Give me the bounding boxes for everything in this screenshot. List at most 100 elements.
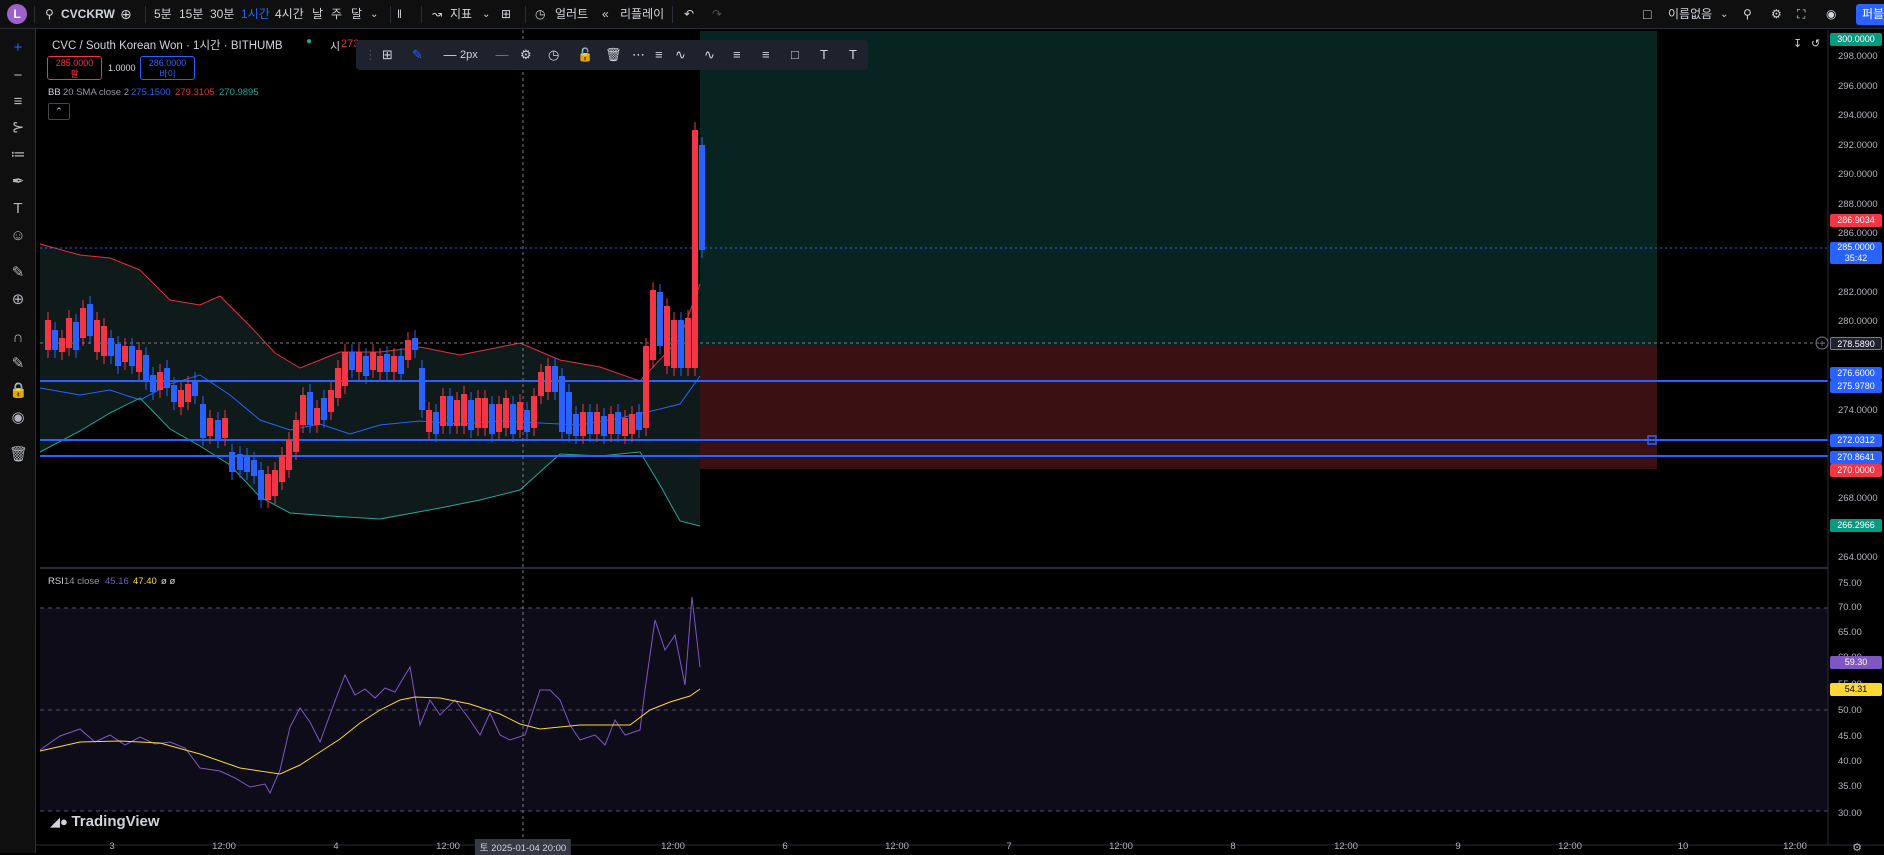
candle[interactable]: [433, 412, 439, 434]
candle[interactable]: [272, 470, 278, 496]
interval-1h[interactable]: 1시간: [241, 7, 270, 21]
fib-tool-icon[interactable]: ≡: [655, 47, 663, 62]
candle[interactable]: [356, 352, 362, 372]
candle[interactable]: [664, 306, 670, 366]
fullscreen-icon[interactable]: ⛶: [1797, 7, 1806, 21]
candle[interactable]: [447, 396, 453, 426]
candle[interactable]: [671, 320, 677, 368]
candle[interactable]: [622, 418, 628, 436]
candle[interactable]: [384, 354, 390, 372]
settings-icon[interactable]: ⚙: [1771, 7, 1782, 21]
interval-month[interactable]: 달: [351, 7, 363, 21]
interval-30m[interactable]: 30분: [210, 7, 235, 21]
rsi-name[interactable]: RSI: [48, 576, 64, 587]
candle[interactable]: [594, 412, 600, 434]
candle[interactable]: [150, 375, 156, 392]
candle[interactable]: [136, 350, 142, 372]
replay-button[interactable]: 리플레이: [620, 7, 665, 21]
delete-icon[interactable]: 🗑: [605, 47, 622, 62]
compare-add-icon[interactable]: ⊕: [120, 6, 132, 22]
target-price-badge[interactable]: 300.0000: [1830, 33, 1882, 46]
candle[interactable]: [207, 418, 213, 436]
candle[interactable]: [475, 398, 481, 428]
candle[interactable]: [115, 344, 121, 366]
candle[interactable]: [615, 412, 621, 434]
candle[interactable]: [80, 308, 86, 338]
lock-icon[interactable]: 🔒: [9, 382, 28, 399]
candle[interactable]: [251, 460, 257, 476]
candle[interactable]: [587, 412, 593, 434]
candle[interactable]: [143, 355, 149, 382]
candle[interactable]: [108, 338, 114, 356]
redo-icon[interactable]: ↷: [712, 7, 723, 21]
snapshot-icon[interactable]: ◉: [1826, 7, 1837, 21]
candle[interactable]: [454, 400, 460, 426]
candle[interactable]: [685, 318, 691, 368]
line-style-icon[interactable]: —: [495, 47, 509, 62]
chevron-down-icon[interactable]: ⌄: [482, 9, 491, 20]
candle[interactable]: [482, 398, 488, 428]
candle[interactable]: [185, 384, 191, 402]
candle[interactable]: [636, 412, 642, 430]
buy-button[interactable]: 286.0000 바이: [140, 56, 195, 80]
auto-scale-icon[interactable]: ↺: [1811, 38, 1821, 50]
candle[interactable]: [370, 352, 376, 370]
candle[interactable]: [398, 356, 404, 374]
candle[interactable]: [566, 392, 572, 434]
more-options-icon[interactable]: ⋯: [632, 47, 645, 62]
rectangle-icon[interactable]: □: [791, 47, 799, 62]
unlock-icon[interactable]: 🔓: [577, 47, 594, 62]
candle[interactable]: [164, 368, 170, 388]
candle[interactable]: [171, 385, 177, 402]
candle[interactable]: [229, 452, 235, 472]
candle[interactable]: [363, 356, 369, 376]
candle[interactable]: [314, 408, 320, 425]
stop-price-badge[interactable]: 270.0000: [1830, 464, 1882, 477]
add-alert-icon[interactable]: [1815, 336, 1829, 350]
fib-retracement-icon[interactable]: ≡: [13, 93, 23, 110]
candle[interactable]: [286, 440, 292, 470]
alert-icon[interactable]: ◷: [535, 7, 546, 21]
candle[interactable]: [643, 346, 649, 428]
candle[interactable]: [52, 330, 58, 350]
candle[interactable]: [531, 396, 537, 428]
drag-handle-icon[interactable]: ⋮: [364, 47, 377, 62]
candle[interactable]: [517, 402, 523, 430]
templates-grid-icon[interactable]: ⊞: [382, 47, 393, 62]
candle[interactable]: [419, 368, 425, 410]
candle[interactable]: [510, 404, 516, 434]
chevron-down-icon[interactable]: ⌄: [1720, 9, 1729, 20]
path-tool-icon[interactable]: ∿: [704, 47, 715, 62]
candle[interactable]: [657, 292, 663, 346]
candle[interactable]: [258, 470, 264, 500]
candle[interactable]: [461, 394, 467, 426]
line2-price-badge[interactable]: 272.0312: [1830, 434, 1882, 447]
candle[interactable]: [608, 414, 614, 434]
candle-type-icon[interactable]: ‖: [397, 7, 402, 21]
pattern-tool-icon[interactable]: ∿: [675, 47, 686, 62]
regression-icon[interactable]: ≡: [762, 47, 770, 62]
line-width-icon[interactable]: —: [443, 47, 457, 62]
candle[interactable]: [692, 130, 698, 368]
lock-drawing-icon[interactable]: ✎: [11, 355, 25, 372]
candle[interactable]: [293, 420, 299, 452]
publish-button[interactable]: 퍼블: [1856, 4, 1884, 25]
interval-day[interactable]: 날: [312, 7, 324, 21]
candle[interactable]: [178, 390, 184, 407]
candle[interactable]: [559, 376, 565, 432]
candle[interactable]: [440, 396, 446, 426]
candle[interactable]: [300, 395, 306, 425]
candle[interactable]: [426, 410, 432, 432]
visibility-eye-icon[interactable]: ◉: [11, 409, 25, 426]
candle[interactable]: [59, 338, 65, 352]
text-style-icon[interactable]: T: [849, 47, 857, 62]
candle[interactable]: [192, 380, 198, 396]
candle[interactable]: [279, 455, 285, 482]
collapse-legend-button[interactable]: ⌃: [48, 103, 70, 120]
candle[interactable]: [405, 340, 411, 360]
settings-icon[interactable]: ⚙: [520, 47, 532, 62]
indicators-icon[interactable]: ↝: [432, 7, 443, 21]
candle[interactable]: [650, 290, 656, 360]
candle[interactable]: [237, 454, 243, 470]
alert-add-icon[interactable]: ◷: [548, 47, 560, 62]
